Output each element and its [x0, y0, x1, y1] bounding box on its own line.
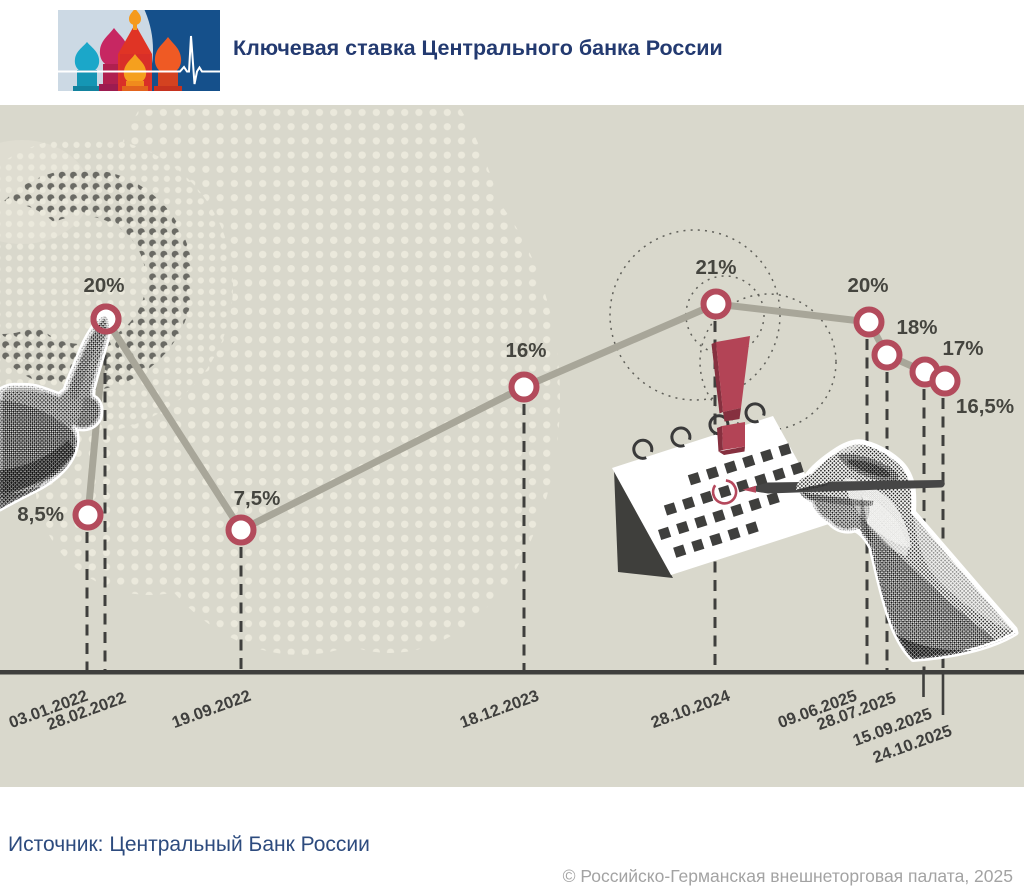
svg-text:8,5%: 8,5% — [17, 503, 64, 526]
svg-text:7,5%: 7,5% — [234, 487, 281, 510]
svg-text:21%: 21% — [695, 256, 736, 279]
svg-text:16,5%: 16,5% — [956, 395, 1014, 418]
svg-text:18%: 18% — [896, 316, 937, 339]
svg-text:20%: 20% — [847, 274, 888, 297]
svg-text:20%: 20% — [83, 274, 124, 297]
svg-text:17%: 17% — [942, 337, 983, 360]
svg-text:16%: 16% — [505, 339, 546, 362]
